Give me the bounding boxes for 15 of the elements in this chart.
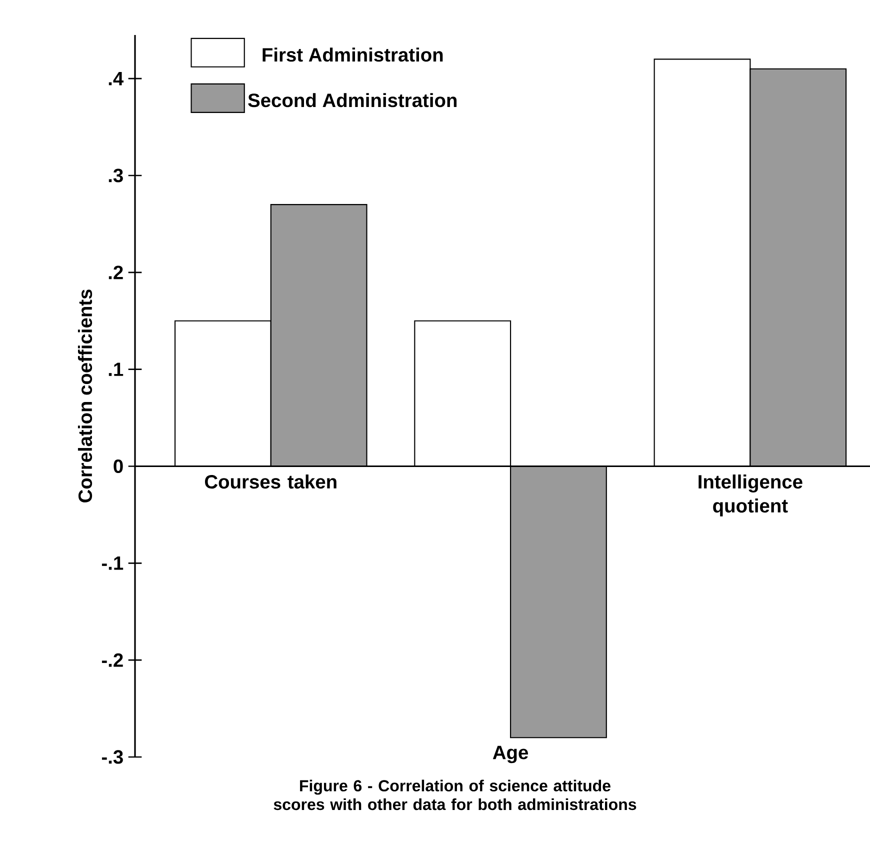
y-tick-label: -.1 bbox=[102, 556, 124, 570]
x-tick-label: Age bbox=[492, 746, 528, 764]
y-tick-label: .3 bbox=[108, 168, 123, 182]
legend-label: Second Administration bbox=[248, 93, 457, 108]
legend-label: First Administration bbox=[262, 48, 443, 62]
text: Figure 6 - Correlation of science attitude scores with other data for both administrations bbox=[274, 780, 636, 810]
x-tick-label: Courses taken bbox=[204, 474, 336, 489]
y-tick-label: 0 bbox=[114, 459, 123, 474]
y-axis-title: Correlation coefficients bbox=[78, 290, 92, 502]
y-tick-label: .2 bbox=[108, 266, 123, 280]
y-tick-label: -.2 bbox=[102, 653, 123, 667]
y-tick-label: -.3 bbox=[102, 750, 123, 764]
y-tick-label: .1 bbox=[108, 362, 124, 376]
x-tick-label: Intelligence quotient bbox=[698, 474, 802, 516]
y-tick-label: .4 bbox=[108, 72, 124, 86]
